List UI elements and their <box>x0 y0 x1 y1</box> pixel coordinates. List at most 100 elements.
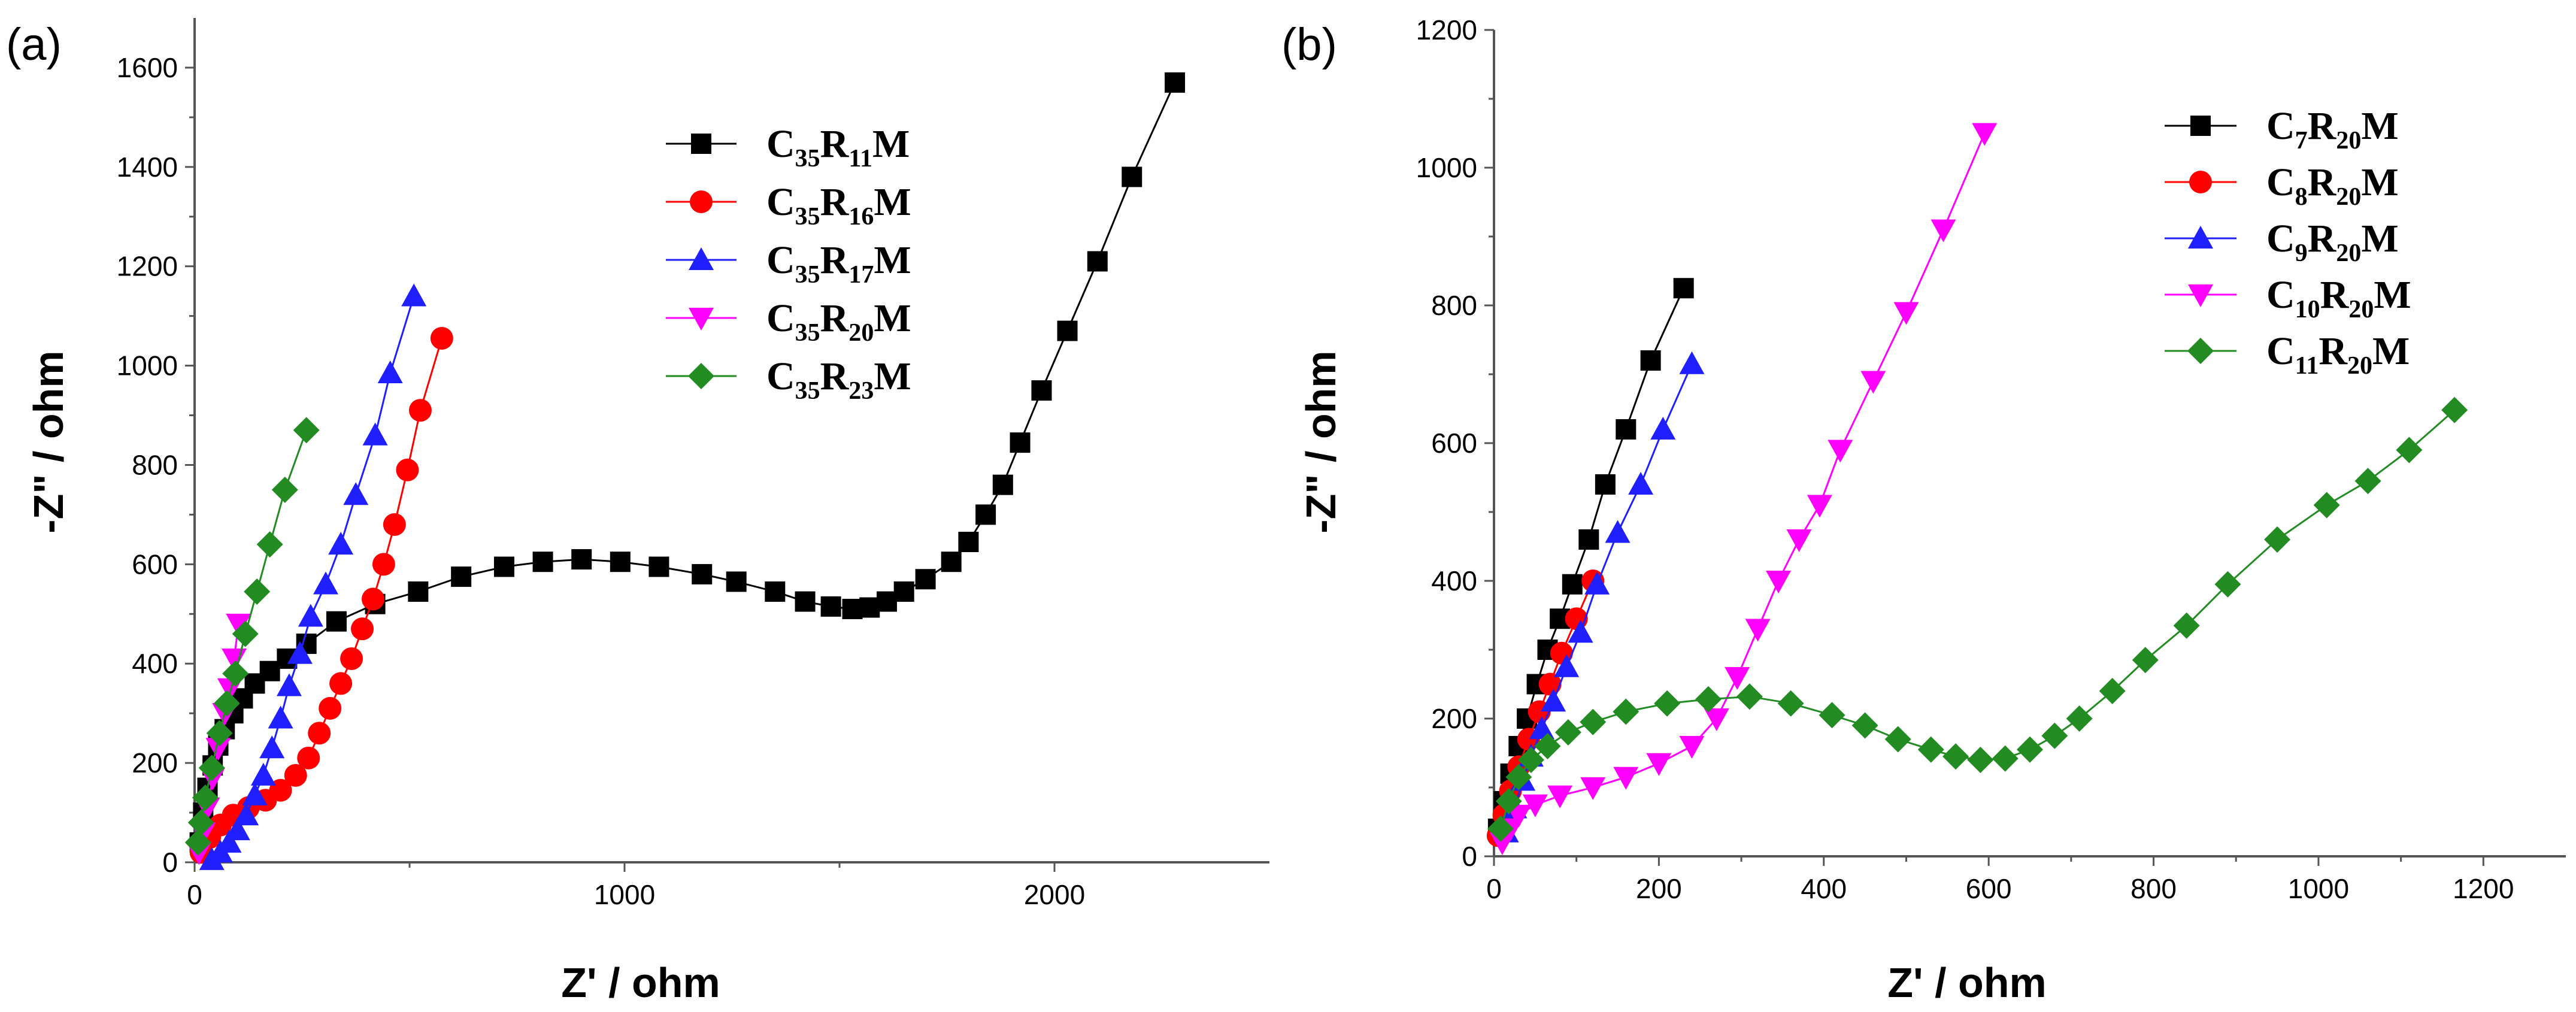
panel-b-series-c10r20m-point <box>1807 495 1832 518</box>
panel-b-series-c7r20m-point <box>1673 278 1694 299</box>
panel-b-y-tick-label: 800 <box>1431 290 1477 321</box>
panel-b-series-c10r20m-point <box>1972 123 1998 146</box>
panel-a-series-c35r23m-point <box>271 476 298 503</box>
panel-a-series-c35r11m-point <box>975 504 996 525</box>
panel-b-series-c11r20m-point <box>1992 745 2019 772</box>
panel-b-x-tick-label: 800 <box>2130 873 2177 904</box>
panel-a-legend: C35R11M C35R16M C35R17M C35R20M C35R23M <box>666 122 911 405</box>
panel-a-legend-entry-c35r11m-label: C35R11M <box>766 122 910 172</box>
panel-a-series-c35r20m-point <box>226 613 251 637</box>
panel-a-y-tick-label: 1000 <box>117 350 178 381</box>
panel-a-y-tick-label: 1600 <box>117 52 178 83</box>
panel-a-legend-entry-c35r17m-label: C35R17M <box>766 238 911 289</box>
panel-b-series-c11r20m-point <box>2132 647 2159 674</box>
panel-a-series-c35r23m-point <box>293 417 320 444</box>
panel-b-legend-entry-c11r20m: C11R20M <box>2165 329 2410 380</box>
panel-a-series-c35r17m-point <box>216 829 242 853</box>
panel-a-series-c35r23m-point <box>198 755 225 781</box>
panel-a-legend-entry-c35r23m: C35R23M <box>666 354 911 405</box>
panel-b-series-c10r20m <box>1489 123 1998 855</box>
panel-a-x-tick-label: 0 <box>187 879 202 910</box>
panel-b-legend-entry-c9r20m-label: C9R20M <box>2266 217 2399 267</box>
panel-b-x-tick-label: 600 <box>1966 873 2012 904</box>
panel-a-x-tick-label: 2000 <box>1024 879 1085 910</box>
panel-b-y-tick-label: 0 <box>1462 841 1477 872</box>
panel-a-y-tick-label: 0 <box>162 847 178 878</box>
panel-b-series-c11r20m-point <box>1534 733 1561 759</box>
panel-b-series-c10r20m-point <box>1828 440 1853 463</box>
panel-a-series-c35r17m-point <box>259 735 285 759</box>
panel-a-series-c35r17m-point <box>343 482 369 505</box>
panel-a-series-c35r16m-point <box>319 696 342 720</box>
panel-b-series-c9r20m-point <box>1554 654 1580 677</box>
panel-a-series-c35r23m-point <box>206 720 233 747</box>
panel-a-series-c35r23m-point <box>232 620 259 647</box>
panel-b-series-c11r20m-point <box>1967 747 1994 773</box>
panel-a-x-axis-title: Z' / ohm <box>561 959 720 1006</box>
panel-b-legend-entry-c11r20m-label: C11R20M <box>2266 329 2410 380</box>
panel-a-legend-entry-c35r17m: C35R17M <box>666 238 911 289</box>
panel-b-series-c11r20m-point <box>1942 743 1969 770</box>
panel-b-legend-entry-c10r20m-label: C10R20M <box>2266 273 2411 323</box>
panel-a-series-c35r23m-point <box>213 690 240 717</box>
panel-b-series-c11r20m-point <box>1613 698 1639 725</box>
panel-b-series-c11r20m-point <box>2441 396 2468 423</box>
panel-b-series-c11r20m-point <box>1517 747 1544 773</box>
panel-b-series-c10r20m-point <box>1931 219 1956 243</box>
panel-b-series-c11r20m-point <box>2173 612 2200 639</box>
panel-a-series-c35r23m-point <box>184 829 211 856</box>
panel-a-label: (a) <box>6 19 62 70</box>
panel-b-series-c11r20m-point <box>2017 736 2043 763</box>
panel-b-legend-entry-c8r20m-marker <box>2189 171 2212 193</box>
panel-a-series-c35r11m-point <box>1122 166 1142 187</box>
panel-b-series-c10r20m-point <box>1522 794 1548 817</box>
panel-b-series-c9r20m-point <box>1628 472 1654 495</box>
panel-a-legend-entry-c35r11m-marker <box>691 134 711 154</box>
panel-b-series-c11r20m-point <box>1554 719 1581 746</box>
panel-b-series-c10r20m-point <box>1725 667 1750 690</box>
panel-a-y-tick-label: 800 <box>132 449 178 480</box>
panel-b-y-tick-label: 400 <box>1431 565 1477 596</box>
panel-a-y-tick-label: 1400 <box>117 152 178 183</box>
panel-b-series-c8r20m-point <box>1538 672 1562 696</box>
panel-a-series-c35r11m-point <box>451 566 472 587</box>
panel-b-series-c9r20m-point <box>1541 689 1566 712</box>
panel-a-series-c35r23m <box>184 417 320 856</box>
panel-b-legend: C7R20M C8R20M C9R20M C10R20M C11R20M <box>2165 104 2411 380</box>
panel-a-series-c35r23m-point <box>256 531 283 558</box>
panel-b-series-c11r20m-point <box>2066 705 2093 732</box>
panel-b-axes: 0 200 400 600 800 1000 1200 0 200 400 600 800 1000 12… <box>1416 14 2566 904</box>
panel-a-series-c35r17m <box>199 283 427 870</box>
panel-b-series-c11r20m-point <box>1884 726 1911 753</box>
panel-a-series-c35r11m-point <box>1087 251 1108 272</box>
panel-b-series-c9r20m-point <box>1529 716 1554 740</box>
panel-a-series-c35r11m-point <box>795 591 816 612</box>
panel-b-series-c9r20m-point <box>1679 351 1705 374</box>
panel-a-series-c35r16m-point <box>408 399 432 422</box>
panel-b-legend-entry-c7r20m: C7R20M <box>2165 104 2399 154</box>
panel-b-series-c9r20m-point <box>1605 520 1631 543</box>
panel-a-series-c35r11m-point <box>941 552 962 572</box>
panel-a-series-c35r11m-point <box>326 611 347 632</box>
panel-a-legend-entry-c35r11m: C35R11M <box>666 122 910 172</box>
panel-b-legend-entry-c10r20m-marker <box>2188 284 2213 307</box>
panel-a-series-c35r11m-point <box>610 552 631 572</box>
panel-a-series-c35r17m-point <box>401 283 427 307</box>
panel-a-series-c35r16m-point <box>329 672 353 695</box>
panel-a-series-c35r17m-point <box>313 571 338 595</box>
panel-a-series-c35r11m-point <box>958 532 979 553</box>
panel-b-series-c11r20m-point <box>2396 437 2423 463</box>
panel-b-legend-entry-c9r20m: C9R20M <box>2165 217 2399 267</box>
panel-b-x-tick-label: 1000 <box>2288 873 2349 904</box>
panel-b-series-c10r20m-point <box>1893 302 1919 325</box>
panel-a-series-c35r17m-point <box>328 532 354 555</box>
panel-a-series-c35r11m-point <box>893 581 914 602</box>
panel-a-series-c35r23m-point <box>244 578 271 605</box>
panel-b-x-tick-label: 0 <box>1486 873 1502 904</box>
panel-a-series-c35r11m-point <box>259 660 280 681</box>
panel-b-series-c10r20m-point <box>1745 619 1771 642</box>
panel-a-series-c35r11m-point <box>571 549 592 570</box>
panel-b-series-c10r20m-point <box>1580 777 1606 800</box>
panel-a-x-tick-label: 1000 <box>594 879 655 910</box>
